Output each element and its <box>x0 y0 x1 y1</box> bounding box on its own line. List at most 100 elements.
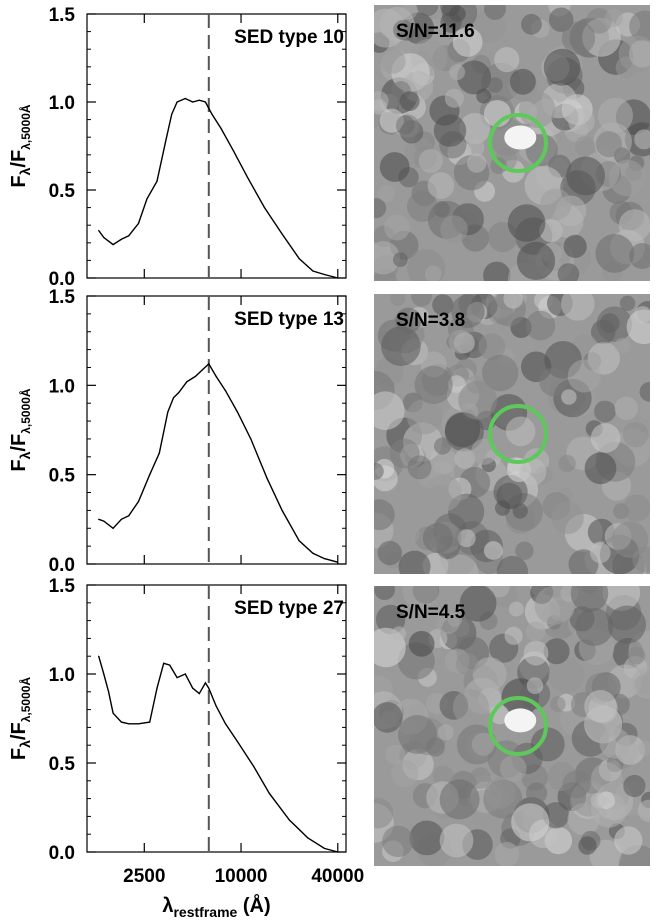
sed-panel-2: 0.0 0.5 1.0 1.5 SED type 13 Fλ/Fλ,5000Å <box>8 287 347 576</box>
noise-blob <box>551 501 584 535</box>
noise-blob <box>483 541 503 560</box>
sed-point <box>108 691 110 693</box>
noise-blob <box>575 607 614 646</box>
y-axis-title: Fλ/Fλ,5000Å <box>8 677 33 761</box>
noise-blob <box>374 391 405 430</box>
sed-curve <box>98 97 338 279</box>
y-tick-label: 0.5 <box>49 181 76 202</box>
sed-point <box>298 540 300 542</box>
y-tick-label: 0.0 <box>49 269 75 290</box>
sed-point <box>233 150 235 152</box>
sed-point <box>281 233 283 235</box>
noise-blob <box>584 452 617 485</box>
noise-blob <box>374 99 387 115</box>
noise-blob <box>411 294 433 307</box>
noise-blob <box>459 586 497 622</box>
noise-blob <box>432 294 454 316</box>
noise-blob <box>561 21 596 55</box>
noise-blob <box>523 640 549 666</box>
noise-blob <box>451 294 485 328</box>
noise-blob <box>525 310 556 341</box>
noise-blob <box>454 448 476 469</box>
noise-blob <box>409 820 445 856</box>
noise-blob <box>516 241 556 280</box>
noise-blob <box>374 797 394 829</box>
sed-point <box>337 561 339 563</box>
noise-blob <box>467 153 487 173</box>
sed-point <box>112 527 114 529</box>
sed-point <box>198 99 200 101</box>
noise-blob <box>398 715 437 754</box>
sed-point <box>208 687 210 689</box>
noise-blob <box>381 326 421 366</box>
sed-point <box>120 721 122 723</box>
noise-blob <box>416 5 439 17</box>
noise-blob <box>374 499 395 531</box>
sed-point <box>323 273 325 276</box>
noise-blob <box>434 437 452 455</box>
noise-blob <box>595 234 635 273</box>
noise-blob <box>447 612 463 627</box>
noise-blob <box>591 762 623 795</box>
noise-blob <box>623 774 646 798</box>
noise-blob <box>380 48 406 74</box>
sed-point <box>103 520 105 522</box>
sed-point <box>163 662 165 664</box>
y-tick-label: 1.0 <box>49 665 75 686</box>
noise-blob <box>590 792 607 809</box>
noise-blob <box>503 294 523 309</box>
noise-blob <box>562 770 591 799</box>
noise-blob <box>594 400 616 423</box>
sed-point <box>103 236 105 239</box>
noise-blob <box>639 381 650 402</box>
noise-blob <box>634 306 650 324</box>
y-axis-title: Fλ/Fλ,5000Å <box>8 388 33 472</box>
stamp-noise <box>374 5 650 281</box>
noise-blob <box>487 77 503 93</box>
sed-point <box>288 819 291 821</box>
sed-point <box>149 474 151 476</box>
noise-blob <box>391 626 407 641</box>
x-tick-label: 10000 <box>215 866 268 887</box>
y-tick-label: 0.5 <box>49 754 76 775</box>
noise-blob <box>618 209 650 242</box>
stamp-noise <box>374 294 650 574</box>
sed-point <box>204 682 206 684</box>
noise-blob <box>623 494 650 522</box>
noise-blob <box>440 215 468 243</box>
noise-blob <box>578 836 597 855</box>
sed-point <box>165 140 167 142</box>
sed-point <box>312 270 314 272</box>
noise-blob <box>634 674 650 694</box>
noise-blob <box>567 359 601 393</box>
noise-blob <box>543 48 581 86</box>
sed-panel-3: 0.0 0.5 1.0 1.5 SED type 27 Fλ/Fλ,5000Å <box>8 576 347 864</box>
sed-point <box>220 127 222 129</box>
noise-blob <box>602 586 641 611</box>
noise-blob <box>561 294 595 321</box>
y-tick-label: 1.0 <box>49 376 75 397</box>
noise-blob <box>444 412 481 448</box>
sed-point <box>137 500 140 503</box>
noise-blob <box>427 172 455 199</box>
aperture-ring <box>487 696 548 756</box>
noise-blob <box>539 188 572 221</box>
noise-blob <box>407 455 432 480</box>
sed-point <box>268 792 270 794</box>
sed-point <box>158 452 160 454</box>
sed-point <box>169 664 171 666</box>
noise-blob <box>637 799 650 823</box>
noise-blob <box>568 108 595 135</box>
noise-blob <box>390 294 406 306</box>
sed-point <box>146 198 148 200</box>
noise-blob <box>452 689 490 726</box>
noise-blob <box>614 337 631 354</box>
noise-blob <box>614 826 643 855</box>
sed-point <box>128 515 130 517</box>
noise-blob <box>590 542 611 564</box>
sed-point <box>323 847 325 850</box>
sed-point <box>137 222 140 225</box>
noise-blob <box>584 690 617 723</box>
noise-blob <box>570 586 609 613</box>
plot-frame <box>86 13 347 279</box>
